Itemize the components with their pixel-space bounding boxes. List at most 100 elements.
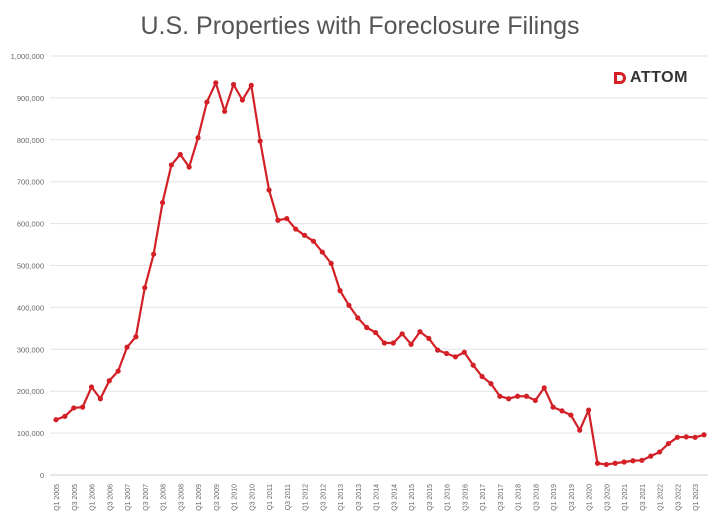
data-point [328,260,334,267]
x-tick-label: Q3 2012 [320,484,327,511]
data-point [523,393,530,399]
data-point [213,80,219,86]
x-tick-label: Q3 2019 [569,484,576,511]
data-point [301,232,308,238]
x-tick-label: Q1 2012 [303,484,310,511]
x-tick-label: Q3 2008 [178,484,185,511]
data-point [461,349,467,355]
series-line [54,81,706,466]
data-point [159,200,166,206]
x-tick-label: Q1 2010 [232,484,239,511]
data-point [532,397,538,404]
x-tick-label: Q3 2006 [107,484,114,511]
data-point [577,427,583,433]
logo-text: ATTOM [630,69,688,86]
x-tick-label: Q1 2013 [338,484,345,511]
data-point [239,97,246,103]
data-point [364,324,370,331]
x-tick-label: Q1 2014 [374,484,381,511]
data-point [390,340,396,346]
y-tick-label: 800,000 [17,136,44,145]
data-point [319,249,325,255]
x-tick-label: Q1 2015 [409,484,416,511]
x-tick-label: Q1 2019 [551,484,558,511]
x-tick-label: Q1 2016 [445,484,452,511]
data-point [603,461,609,468]
data-point [355,315,361,321]
data-point [497,393,503,399]
x-tick-label: Q1 2018 [516,484,523,511]
data-point [222,108,228,114]
x-tick-label: Q1 2005 [54,484,61,511]
data-point [257,138,263,144]
y-tick-label: 1,000,000 [11,52,44,61]
data-point [284,215,290,222]
x-tick-label: Q3 2014 [391,484,398,511]
x-tick-label: Q3 2010 [249,484,256,511]
data-point [488,381,494,387]
x-tick-label: Q1 2022 [658,484,665,511]
chart-title: U.S. Properties with Foreclosure Filings [140,12,580,40]
data-point [133,334,139,340]
data-point [62,413,68,419]
x-tick-label: Q3 2017 [498,484,505,511]
x-tick-label: Q3 2007 [143,484,150,511]
x-tick-label: Q3 2016 [462,484,469,511]
x-tick-label: Q3 2005 [72,484,79,511]
data-point [381,340,388,346]
y-tick-label: 600,000 [17,220,44,229]
data-point [275,217,281,223]
data-point [310,238,317,244]
x-tick-label: Q1 2007 [125,484,132,511]
data-point [426,335,432,342]
data-point [204,99,210,105]
data-point [53,417,59,423]
x-tick-label: Q1 2023 [693,484,700,511]
data-point [443,350,450,357]
data-point [151,251,157,257]
x-tick-label: Q3 2022 [675,484,682,511]
data-series [53,80,707,468]
data-point [399,331,405,337]
x-tick-label: Q3 2015 [427,484,434,511]
x-tick-label: Q1 2009 [196,484,203,511]
data-point [639,457,645,463]
attom-logo: ATTOM [612,67,688,89]
data-point [115,368,121,374]
x-tick-label: Q3 2009 [214,484,221,511]
data-point [683,434,689,440]
x-axis: Q1 2005 Q3 2005 Q1 2006 Q3 2006 Q1 2007 Q3 20… [54,484,700,511]
data-point [630,458,636,464]
data-point [568,412,574,418]
data-point [417,329,423,335]
data-point [186,164,192,170]
data-point [470,362,476,368]
x-tick-label: Q3 2020 [604,484,611,511]
y-tick-label: 100,000 [17,429,44,438]
data-point [88,384,95,390]
x-tick-label: Q1 2021 [622,484,629,511]
y-tick-label: 200,000 [17,387,44,396]
data-point [195,135,201,141]
data-point [657,449,663,455]
data-point [586,407,592,413]
y-tick-label: 500,000 [17,262,44,271]
y-tick-label: 400,000 [17,303,44,312]
data-point [372,329,379,336]
data-point [692,434,698,440]
y-tick-label: 700,000 [17,178,44,187]
x-tick-label: Q3 2018 [533,484,540,511]
data-point [648,453,654,459]
data-point [452,354,459,360]
data-point [106,378,112,384]
logo-mark-icon [614,72,626,84]
data-point [80,404,86,410]
x-tick-label: Q1 2017 [480,484,487,511]
x-tick-label: Q1 2006 [90,484,97,511]
x-tick-label: Q3 2013 [356,484,363,511]
data-point [550,404,556,410]
data-point [701,432,707,438]
grid-lines [50,55,708,476]
data-point [337,288,343,294]
